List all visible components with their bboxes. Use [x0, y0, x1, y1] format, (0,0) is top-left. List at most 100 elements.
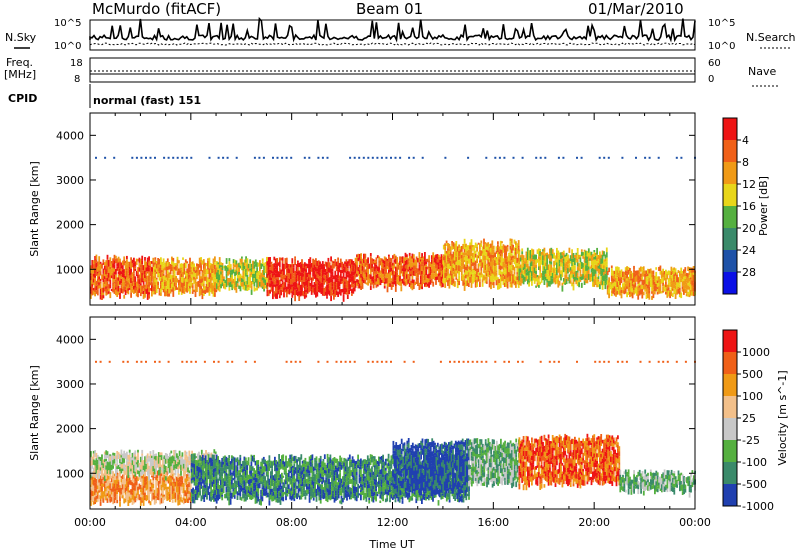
data-cell: [603, 281, 605, 286]
data-cell: [196, 489, 199, 495]
data-cell: [492, 255, 495, 259]
data-cell: [309, 283, 312, 287]
data-cell: [127, 459, 130, 462]
data-cell: [382, 277, 385, 283]
data-cell: [447, 264, 449, 269]
data-cell: [396, 257, 399, 263]
data-cell: [266, 293, 269, 297]
data-cell: [190, 266, 193, 270]
data-cell: [691, 285, 694, 292]
data-cell: [670, 271, 673, 275]
data-cell: [158, 258, 161, 265]
data-cell: [96, 498, 99, 502]
data-cell: [404, 257, 407, 261]
data-cell: [658, 279, 660, 283]
data-cell: [152, 483, 155, 489]
data-cell: [170, 491, 173, 497]
data-cell: [324, 261, 327, 267]
data-cell: [309, 259, 312, 264]
data-cell: [444, 246, 447, 251]
data-cell: [385, 263, 387, 267]
data-cell: [189, 462, 192, 466]
data-cell: [445, 276, 448, 283]
data-cell: [400, 256, 403, 260]
data-cell: [312, 267, 314, 272]
data-cell: [156, 493, 159, 497]
data-cell: [184, 276, 187, 279]
data-cell: [458, 251, 460, 257]
data-cell: [333, 289, 335, 294]
data-cell: [204, 472, 207, 478]
data-cell: [244, 489, 247, 495]
data-cell: [182, 468, 185, 473]
data-cell: [190, 480, 193, 484]
data-cell: [173, 273, 176, 278]
data-cell: [543, 251, 546, 255]
data-cell: [565, 256, 568, 262]
data-cell: [208, 264, 211, 269]
data-cell: [130, 462, 132, 469]
data-cell: [522, 270, 525, 276]
data-cell: [204, 488, 207, 491]
data-cell: [479, 262, 481, 267]
nsky-label: N.Sky: [5, 31, 37, 44]
data-cell: [653, 285, 656, 292]
data-cell: [249, 279, 252, 284]
data-cell: [212, 258, 215, 263]
data-cell: [323, 278, 326, 281]
data-cell: [163, 474, 166, 480]
data-cell: [593, 276, 596, 280]
data-cell: [458, 265, 460, 271]
data-cell: [455, 246, 458, 251]
data-cell: [499, 274, 502, 277]
data-cell: [161, 272, 164, 279]
data-cell: [491, 282, 494, 286]
data-cell: [492, 249, 495, 255]
data-cell: [351, 268, 353, 272]
data-cell: [495, 250, 498, 254]
data-cell: [549, 280, 551, 285]
data-cell: [206, 495, 208, 500]
data-cell: [619, 280, 621, 286]
data-cell: [272, 284, 274, 291]
data-cell: [134, 496, 137, 503]
data-cell: [513, 266, 516, 272]
data-cell: [103, 496, 106, 501]
data-cell: [183, 290, 186, 294]
data-cell: [404, 260, 407, 266]
data-cell: [585, 263, 587, 266]
data-cell: [604, 279, 607, 284]
data-cell: [491, 240, 494, 246]
data-cell: [331, 286, 334, 290]
data-cell: [579, 262, 582, 266]
data-cell: [334, 270, 337, 275]
data-cell: [462, 260, 465, 266]
data-cell: [90, 273, 92, 276]
data-cell: [189, 277, 191, 283]
data-cell: [159, 470, 162, 474]
data-cell: [372, 283, 375, 289]
data-cell: [337, 265, 339, 270]
data-cell: [562, 270, 565, 273]
data-cell: [494, 266, 496, 272]
data-cell: [291, 272, 294, 275]
data-cell: [401, 278, 404, 284]
data-cell: [310, 280, 313, 285]
data-cell: [267, 275, 270, 278]
data-cell: [529, 255, 532, 259]
data-cell: [214, 461, 217, 464]
data-cell: [287, 289, 290, 294]
data-cell: [291, 278, 294, 285]
data-cell: [123, 281, 126, 287]
data-cell: [175, 265, 177, 271]
data-cell: [259, 281, 261, 287]
data-cell: [364, 274, 367, 280]
data-cell: [121, 281, 124, 285]
data-cell: [463, 252, 466, 256]
data-cell: [211, 454, 214, 460]
data-cell: [479, 279, 481, 282]
data-cell: [133, 500, 135, 504]
data-cell: [301, 289, 303, 293]
data-cell: [95, 270, 98, 276]
data-cell: [462, 280, 465, 286]
